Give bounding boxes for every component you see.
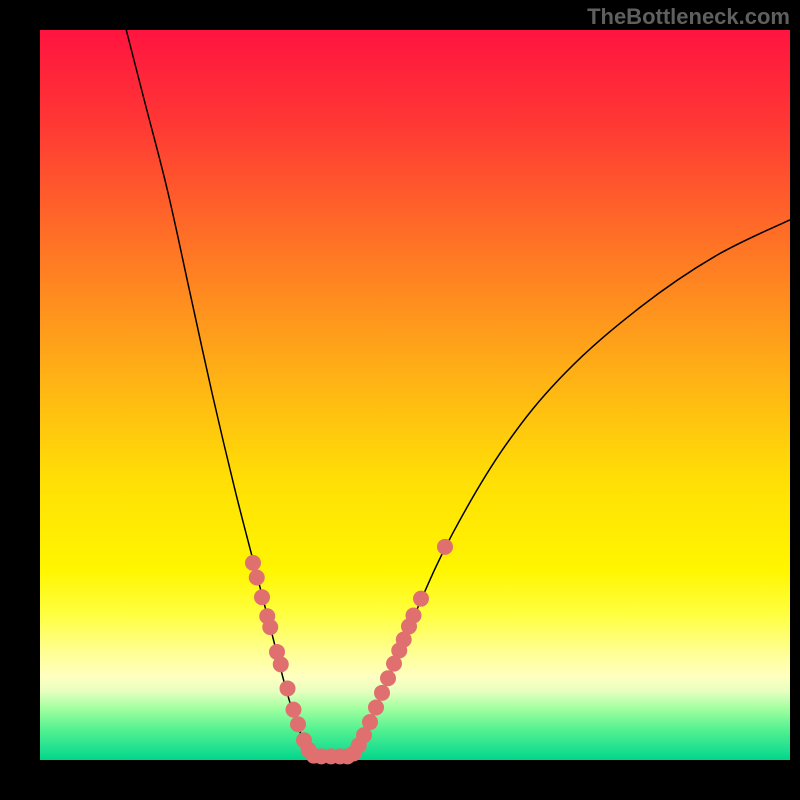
- watermark-text: TheBottleneck.com: [587, 4, 790, 30]
- data-marker: [290, 716, 306, 732]
- data-marker: [249, 570, 265, 586]
- data-marker: [413, 591, 429, 607]
- chart-container: TheBottleneck.com: [0, 0, 800, 800]
- data-marker: [262, 619, 278, 635]
- curve-layer: [40, 30, 790, 760]
- data-marker: [280, 680, 296, 696]
- data-marker: [254, 589, 270, 605]
- data-marker: [406, 607, 422, 623]
- data-marker: [437, 539, 453, 555]
- plot-area: [40, 30, 790, 760]
- data-marker: [362, 714, 378, 730]
- data-marker: [286, 702, 302, 718]
- data-marker: [245, 555, 261, 571]
- data-marker: [368, 699, 384, 715]
- data-marker: [380, 670, 396, 686]
- bottleneck-curve: [126, 30, 790, 759]
- data-marker: [374, 685, 390, 701]
- data-marker: [273, 656, 289, 672]
